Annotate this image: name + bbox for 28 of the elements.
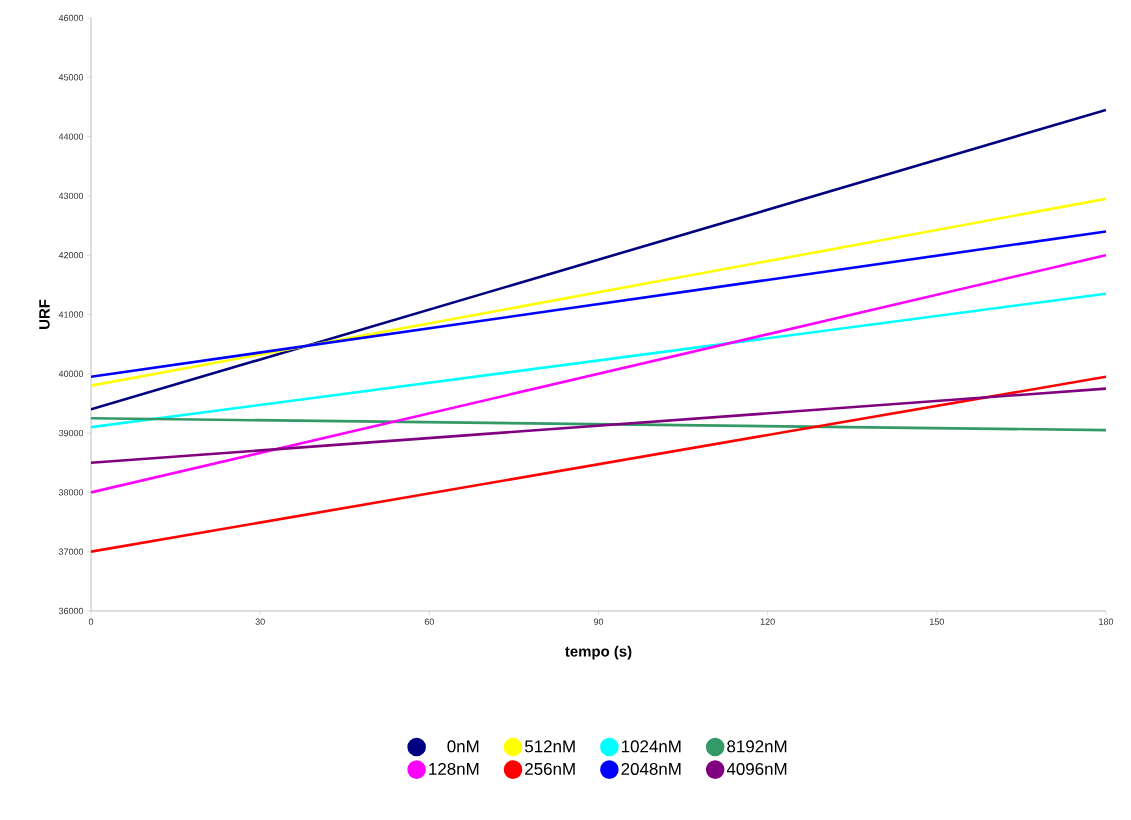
legend-label: 2048nM <box>621 762 681 775</box>
x-tick-label: 120 <box>760 618 775 625</box>
x-tick-label: 150 <box>930 618 944 625</box>
y-tick-label: 41000 <box>58 311 84 318</box>
y-tick-label: 45000 <box>58 74 84 81</box>
x-tick-label: 180 <box>1099 618 1114 625</box>
legend-label: 8192nM <box>727 740 787 753</box>
y-tick-label: 36000 <box>58 607 84 615</box>
x-axis-title: tempo (s) <box>565 645 632 660</box>
y-tick-label: 46000 <box>58 14 84 22</box>
legend-label: 256nM <box>525 762 575 775</box>
x-tick-label: 90 <box>593 618 604 625</box>
x-tick-label: 30 <box>255 618 265 625</box>
y-tick-label: 39000 <box>58 429 84 437</box>
x-tick-label: 0 <box>88 618 94 625</box>
y-tick-label: 37000 <box>58 548 84 555</box>
x-tick-label: 60 <box>424 618 434 625</box>
y-tick-label: 40000 <box>58 370 84 377</box>
legend-label: 512nM <box>524 740 575 753</box>
y-tick-label: 44000 <box>58 133 84 140</box>
y-tick-label: 42000 <box>58 252 84 259</box>
legend-label: 0nM <box>447 740 479 753</box>
y-axis-title: URF <box>39 299 50 329</box>
y-tick-label: 38000 <box>58 489 84 496</box>
legend-label: 128nM <box>429 762 479 775</box>
legend-label: 4096nM <box>726 762 787 775</box>
y-tick-label: 43000 <box>58 192 84 200</box>
legend-label: 1024nM <box>621 740 681 753</box>
